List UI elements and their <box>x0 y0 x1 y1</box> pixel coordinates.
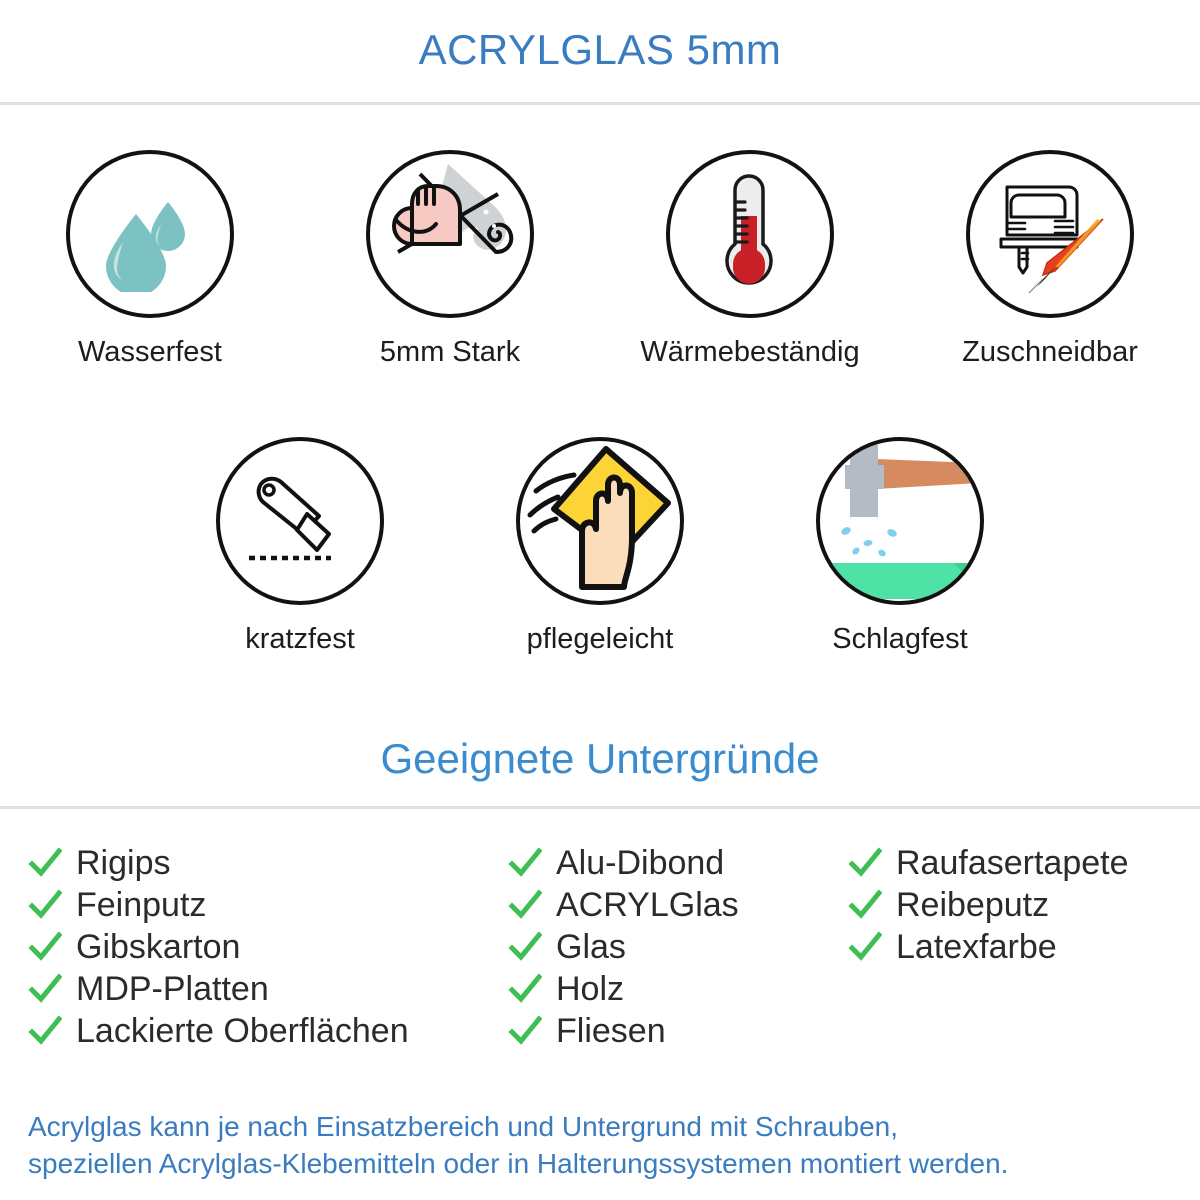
list-item-label: Fliesen <box>556 1012 666 1050</box>
feature-icon-circle <box>516 437 684 605</box>
feature-kratzfest: kratzfest <box>150 437 450 656</box>
feature-row-1: Wasserfest <box>0 150 1200 369</box>
feature-icon-circle <box>366 150 534 318</box>
list-item: Raufasertapete <box>848 842 1200 884</box>
check-icon <box>28 846 62 880</box>
thermometer-icon <box>695 172 805 297</box>
check-icon <box>508 888 542 922</box>
list-item-label: ACRYLGlas <box>556 886 739 924</box>
list-item-label: Rigips <box>76 844 171 882</box>
check-icon <box>848 888 882 922</box>
check-icon <box>508 972 542 1006</box>
list-item-label: Gibskarton <box>76 928 241 966</box>
feature-label: Schlagfest <box>832 623 968 655</box>
list-item-label: Glas <box>556 928 626 966</box>
list-item: Rigips <box>28 842 508 884</box>
hand-wiping-cloth-icon <box>520 441 680 601</box>
list-item: Lackierte Oberflächen <box>28 1010 508 1052</box>
feature-grid: Wasserfest <box>0 150 1200 656</box>
list-item: Latexfarbe <box>848 926 1200 968</box>
list-item-label: Alu-Dibond <box>556 844 725 882</box>
list-item: MDP-Platten <box>28 968 508 1010</box>
feature-label: pflegeleicht <box>526 623 674 655</box>
divider-top <box>0 102 1200 105</box>
check-icon <box>28 972 62 1006</box>
footer-line-2: speziellen Acrylglas-Klebemitteln oder i… <box>28 1148 1009 1180</box>
check-icon <box>848 846 882 880</box>
checklist-column-1: Rigips Feinputz Gibskarton MDP-Platten L… <box>0 842 508 1052</box>
section-title-untergruende: Geeignete Untergründe <box>380 735 820 782</box>
check-icon <box>28 888 62 922</box>
divider-middle <box>0 806 1200 809</box>
feature-label: kratzfest <box>245 623 355 655</box>
list-item: Feinputz <box>28 884 508 926</box>
feature-icon-circle <box>666 150 834 318</box>
flexed-bicep-icon <box>374 156 526 313</box>
list-item-label: MDP-Platten <box>76 970 269 1008</box>
water-drops-icon <box>90 172 210 297</box>
checklist-column-3: Raufasertapete Reibeputz Latexfarbe <box>848 842 1200 1052</box>
cutter-knife-icon <box>235 454 365 589</box>
feature-icon-circle <box>966 150 1134 318</box>
list-item: Glas <box>508 926 848 968</box>
feature-5mm-stark: 5mm Stark <box>300 150 600 369</box>
list-item: Reibeputz <box>848 884 1200 926</box>
list-item: ACRYLGlas <box>508 884 848 926</box>
list-item: Alu-Dibond <box>508 842 848 884</box>
feature-waermebestaendig: Wärmebeständig <box>600 150 900 369</box>
feature-pflegeleicht: pflegeleicht <box>450 437 750 656</box>
feature-label: Zuschneidbar <box>962 336 1138 368</box>
feature-row-2: kratzfest <box>0 437 1200 656</box>
substrate-checklist: Rigips Feinputz Gibskarton MDP-Platten L… <box>0 842 1200 1052</box>
checklist-column-2: Alu-Dibond ACRYLGlas Glas Holz Fliesen <box>508 842 848 1052</box>
feature-wasserfest: Wasserfest <box>0 150 300 369</box>
page-title: ACRYLGLAS 5mm <box>418 26 782 73</box>
list-item-label: Feinputz <box>76 886 207 924</box>
jigsaw-scalpel-icon <box>985 167 1115 302</box>
feature-icon-circle <box>216 437 384 605</box>
footer-note: Acrylglas kann je nach Einsatzbereich un… <box>28 1108 1188 1182</box>
feature-icon-circle <box>816 437 984 605</box>
list-item: Gibskarton <box>28 926 508 968</box>
feature-label: Wasserfest <box>78 336 222 368</box>
list-item-label: Lackierte Oberflächen <box>76 1012 409 1050</box>
list-item: Fliesen <box>508 1010 848 1052</box>
check-icon <box>28 1014 62 1048</box>
list-item: Holz <box>508 968 848 1010</box>
list-item-label: Latexfarbe <box>896 928 1057 966</box>
list-item-label: Raufasertapete <box>896 844 1129 882</box>
check-icon <box>848 930 882 964</box>
feature-label: 5mm Stark <box>379 336 521 368</box>
list-item-label: Holz <box>556 970 625 1008</box>
list-item-label: Reibeputz <box>896 886 1050 924</box>
check-icon <box>508 1014 542 1048</box>
check-icon <box>508 930 542 964</box>
hammer-impact-icon <box>820 441 980 601</box>
feature-schlagfest: Schlagfest <box>750 437 1050 656</box>
feature-label: Wärmebeständig <box>640 336 860 368</box>
footer-line-1: Acrylglas kann je nach Einsatzbereich un… <box>28 1111 899 1142</box>
feature-icon-circle <box>66 150 234 318</box>
feature-zuschneidbar: Zuschneidbar <box>900 150 1200 369</box>
check-icon <box>28 930 62 964</box>
check-icon <box>508 846 542 880</box>
